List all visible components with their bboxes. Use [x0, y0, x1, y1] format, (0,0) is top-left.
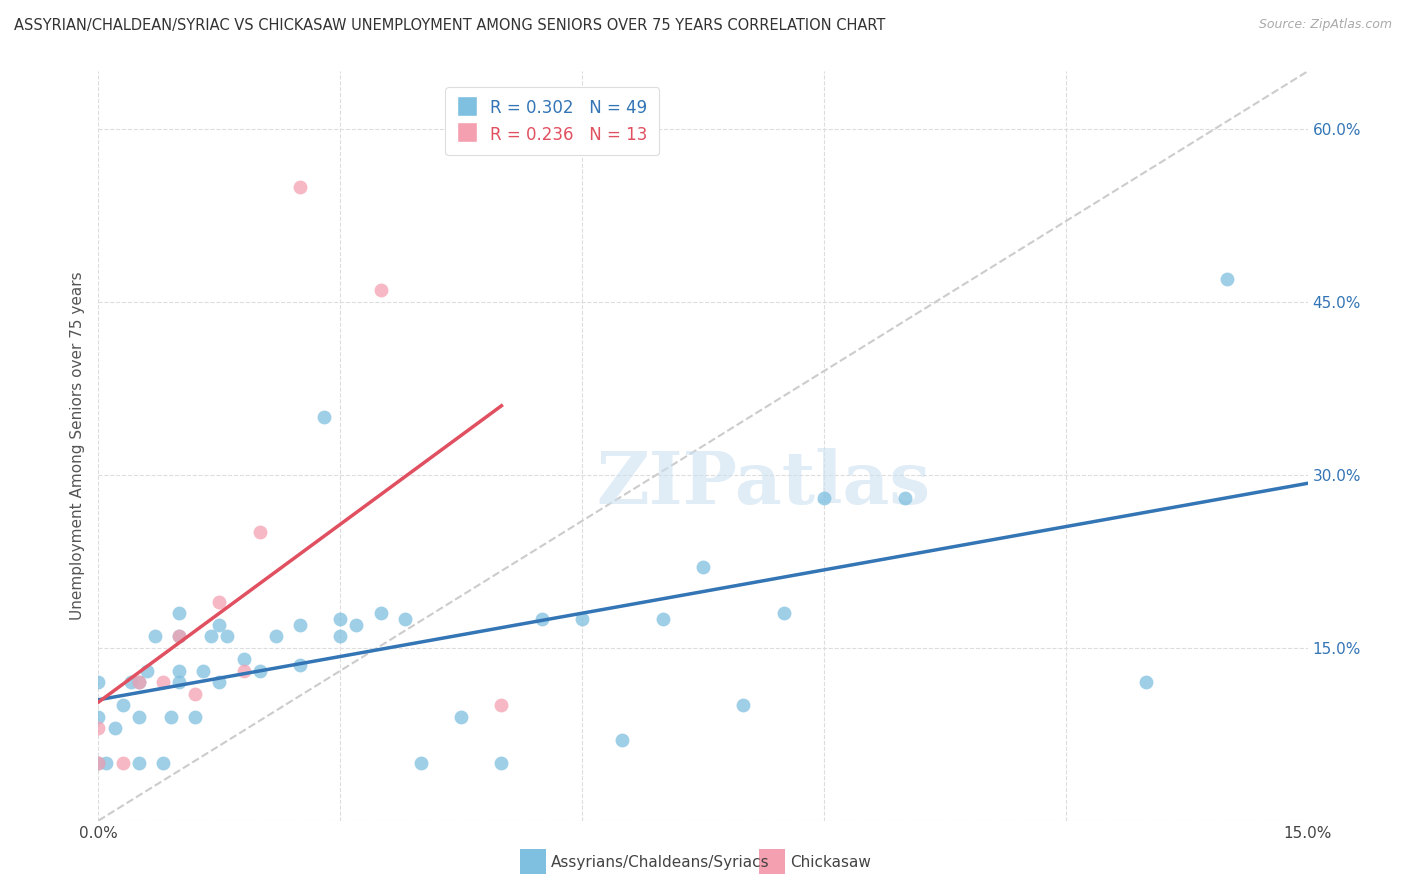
Point	[87, 756, 110, 770]
Point	[208, 617, 231, 632]
Point	[167, 629, 190, 643]
Point	[87, 756, 110, 770]
Point	[208, 594, 231, 608]
Point	[167, 664, 190, 678]
Point	[111, 698, 134, 713]
Point	[612, 733, 634, 747]
Point	[651, 612, 673, 626]
Point	[87, 675, 110, 690]
Text: ZIPatlas: ZIPatlas	[596, 448, 931, 519]
Point	[530, 612, 553, 626]
Point	[184, 687, 207, 701]
Point	[232, 652, 254, 666]
Point	[208, 675, 231, 690]
Point	[111, 756, 134, 770]
Point	[288, 617, 311, 632]
Point	[120, 675, 142, 690]
Point	[370, 606, 392, 620]
Point	[370, 284, 392, 298]
Point	[128, 710, 150, 724]
Point	[288, 179, 311, 194]
Point	[96, 756, 118, 770]
Point	[152, 756, 174, 770]
Point	[491, 698, 513, 713]
Text: ASSYRIAN/CHALDEAN/SYRIAC VS CHICKASAW UNEMPLOYMENT AMONG SENIORS OVER 75 YEARS C: ASSYRIAN/CHALDEAN/SYRIAC VS CHICKASAW UN…	[14, 18, 886, 33]
Legend: R = 0.302   N = 49, R = 0.236   N = 13: R = 0.302 N = 49, R = 0.236 N = 13	[446, 87, 659, 155]
Point	[772, 606, 794, 620]
Point	[135, 664, 157, 678]
Point	[329, 629, 352, 643]
Text: Source: ZipAtlas.com: Source: ZipAtlas.com	[1258, 18, 1392, 31]
Point	[344, 617, 367, 632]
Text: Chickasaw: Chickasaw	[790, 855, 872, 870]
Point	[167, 606, 190, 620]
Point	[167, 629, 190, 643]
Point	[217, 629, 239, 643]
Point	[232, 664, 254, 678]
Point	[264, 629, 287, 643]
Y-axis label: Unemployment Among Seniors over 75 years: Unemployment Among Seniors over 75 years	[69, 272, 84, 620]
Point	[128, 756, 150, 770]
Point	[152, 675, 174, 690]
Text: Assyrians/Chaldeans/Syriacs: Assyrians/Chaldeans/Syriacs	[551, 855, 769, 870]
Point	[329, 612, 352, 626]
Point	[394, 612, 416, 626]
Point	[87, 710, 110, 724]
Point	[692, 560, 714, 574]
Point	[200, 629, 222, 643]
Point	[450, 710, 472, 724]
Point	[160, 710, 183, 724]
Point	[733, 698, 755, 713]
Point	[249, 525, 271, 540]
Point	[571, 612, 593, 626]
Point	[314, 410, 336, 425]
Point	[193, 664, 215, 678]
Point	[409, 756, 432, 770]
Point	[288, 658, 311, 673]
Point	[87, 722, 110, 736]
Point	[128, 675, 150, 690]
Point	[143, 629, 166, 643]
Point	[813, 491, 835, 505]
Point	[184, 710, 207, 724]
Point	[491, 756, 513, 770]
Point	[128, 675, 150, 690]
Point	[1216, 272, 1239, 286]
Point	[893, 491, 915, 505]
Point	[103, 722, 125, 736]
Point	[1135, 675, 1157, 690]
Point	[249, 664, 271, 678]
Point	[167, 675, 190, 690]
